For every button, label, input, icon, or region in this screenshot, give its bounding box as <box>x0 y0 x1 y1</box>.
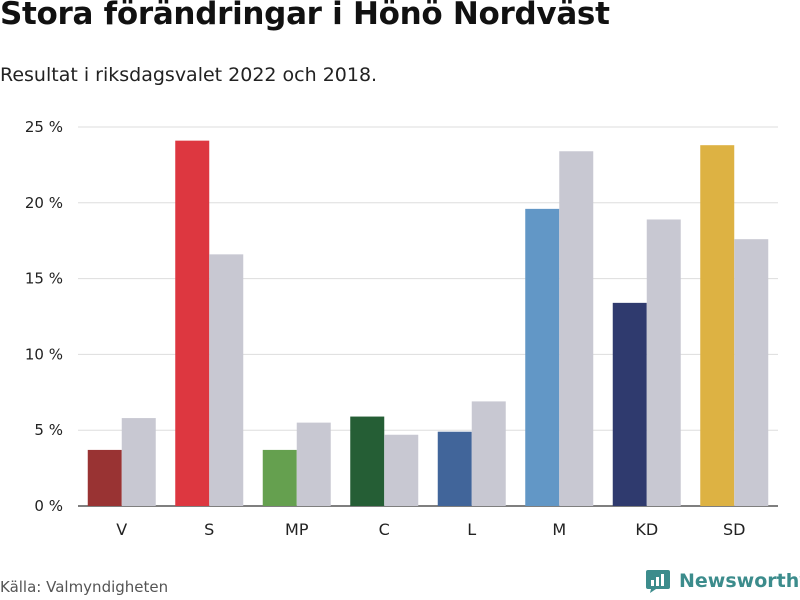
y-tick-label: 25 % <box>25 118 63 136</box>
bar-kd-2018 <box>646 219 681 506</box>
brand-logo: Newsworthy <box>645 568 800 594</box>
bar-c-2022 <box>350 416 385 506</box>
bar-l-2018 <box>471 401 506 506</box>
y-tick-label: 5 % <box>34 421 63 439</box>
bar-sd-2018 <box>734 239 769 506</box>
source-note: Källa: Valmyndigheten <box>0 578 169 596</box>
bar-v-2022 <box>87 449 122 506</box>
chart-title: Stora förändringar i Hönö Nordväst <box>0 0 610 32</box>
bar-m-2018 <box>559 151 594 507</box>
bar-v-2018 <box>121 418 156 506</box>
bar-mp-2022 <box>262 449 297 506</box>
bar-l-2022 <box>437 431 472 506</box>
y-tick-label: 0 % <box>34 497 63 515</box>
x-axis-ticks: V S MP C L M KD SD <box>116 520 745 539</box>
x-tick-label: KD <box>635 520 658 539</box>
x-tick-label: M <box>552 520 566 539</box>
bar-c-2018 <box>384 434 419 506</box>
bars <box>87 140 769 507</box>
x-tick-label: V <box>116 520 127 539</box>
chart-subtitle: Resultat i riksdagsvalet 2022 och 2018. <box>0 64 378 86</box>
bar-s-2018 <box>209 254 244 506</box>
x-tick-label: MP <box>285 520 309 539</box>
bar-m-2022 <box>525 208 560 506</box>
newsworthy-logo-icon <box>646 570 670 593</box>
y-tick-label: 10 % <box>25 345 63 363</box>
x-tick-label: C <box>379 520 390 539</box>
bar-mp-2018 <box>296 422 331 506</box>
x-tick-label: L <box>467 520 476 539</box>
bar-sd-2022 <box>700 145 735 506</box>
bar-s-2022 <box>175 140 210 507</box>
x-tick-label: S <box>204 520 214 539</box>
bar-kd-2022 <box>612 302 647 506</box>
y-axis-ticks: 0 % 5 % 10 % 15 % 20 % 25 % <box>25 118 63 515</box>
y-tick-label: 20 % <box>25 194 63 212</box>
y-tick-label: 15 % <box>25 270 63 288</box>
brand-name: Newsworthy <box>679 570 800 592</box>
x-tick-label: SD <box>723 520 745 539</box>
